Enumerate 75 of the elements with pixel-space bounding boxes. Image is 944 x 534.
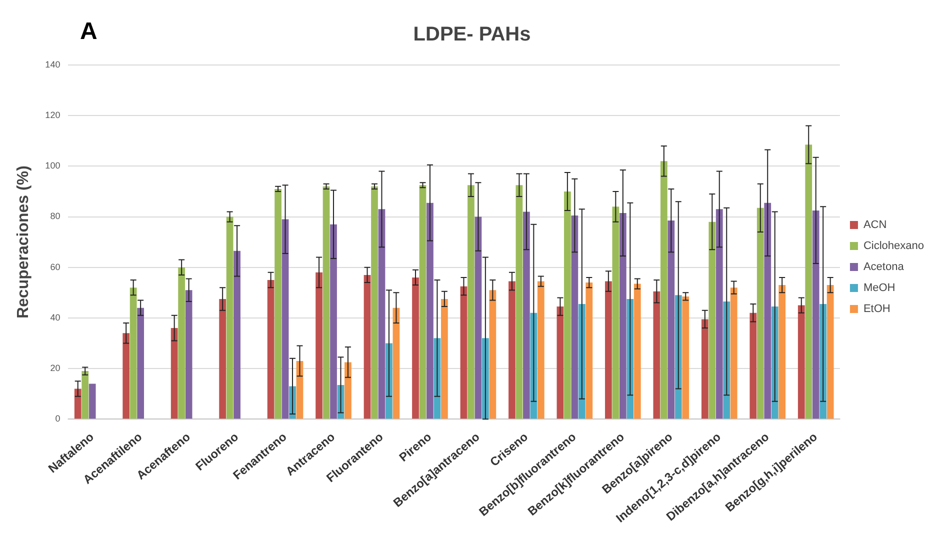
bar [564,191,571,419]
bar [730,288,738,419]
bar [316,272,322,419]
bar [586,282,593,419]
y-tick-label: 0 [55,414,60,424]
legend-label: Ciclohexano [863,240,924,252]
bar [660,161,668,419]
chart-title: LDPE- PAHs [413,24,531,46]
bar [750,312,757,419]
bar [798,305,805,419]
bar [516,185,523,419]
bar [226,216,234,419]
y-tick-label: 120 [45,110,60,120]
bar [716,209,723,419]
bar [764,202,772,419]
bar [812,210,820,419]
bar [708,222,716,419]
bar [178,267,186,419]
bar [185,290,192,419]
bar [605,281,612,419]
bar [826,285,834,419]
bar [612,206,620,419]
bar [426,202,434,419]
bar [344,362,352,419]
bar [122,333,130,419]
bar [88,384,96,419]
bar [137,308,144,419]
y-axis-title: Recuperaciones (%) [15,166,32,319]
bar [805,144,812,419]
bar [460,286,468,419]
bar [682,296,690,419]
bar [653,291,660,419]
bar [668,220,675,419]
bar [537,281,544,419]
bar [219,298,226,419]
bar [412,277,419,419]
bar [556,306,564,419]
bar [130,288,137,419]
bar [392,308,400,419]
legend-label: EtOH [863,303,890,316]
bar [634,284,641,419]
bar [322,186,330,419]
bar [489,290,496,419]
bar [701,319,708,419]
bar [468,185,474,419]
bar [474,216,482,419]
bar [778,285,786,419]
bar [330,224,337,419]
bar [571,216,578,419]
bar [74,388,82,419]
y-tick-label: 80 [50,211,60,222]
y-tick-label: 20 [50,363,60,374]
bar [756,208,764,419]
bar [364,274,371,419]
y-tick-label: 60 [50,262,60,272]
y-tick-label: 40 [50,312,60,322]
legend-label: ACN [863,219,887,232]
bar [419,185,426,419]
bar [267,280,274,419]
y-tick-label: 100 [45,160,60,171]
bar [282,219,289,419]
bar [378,209,386,419]
bar [82,371,89,419]
legend-label: MeOH [863,282,896,294]
bar [234,250,240,419]
bar [523,212,530,419]
bar [508,281,516,419]
bar [274,188,282,419]
bar [619,212,626,419]
y-tick-label: 140 [45,59,60,70]
text: A [80,18,98,46]
bar [441,298,448,419]
bar [170,328,178,419]
legend-label: Acetona [863,261,905,274]
bar [371,186,378,419]
